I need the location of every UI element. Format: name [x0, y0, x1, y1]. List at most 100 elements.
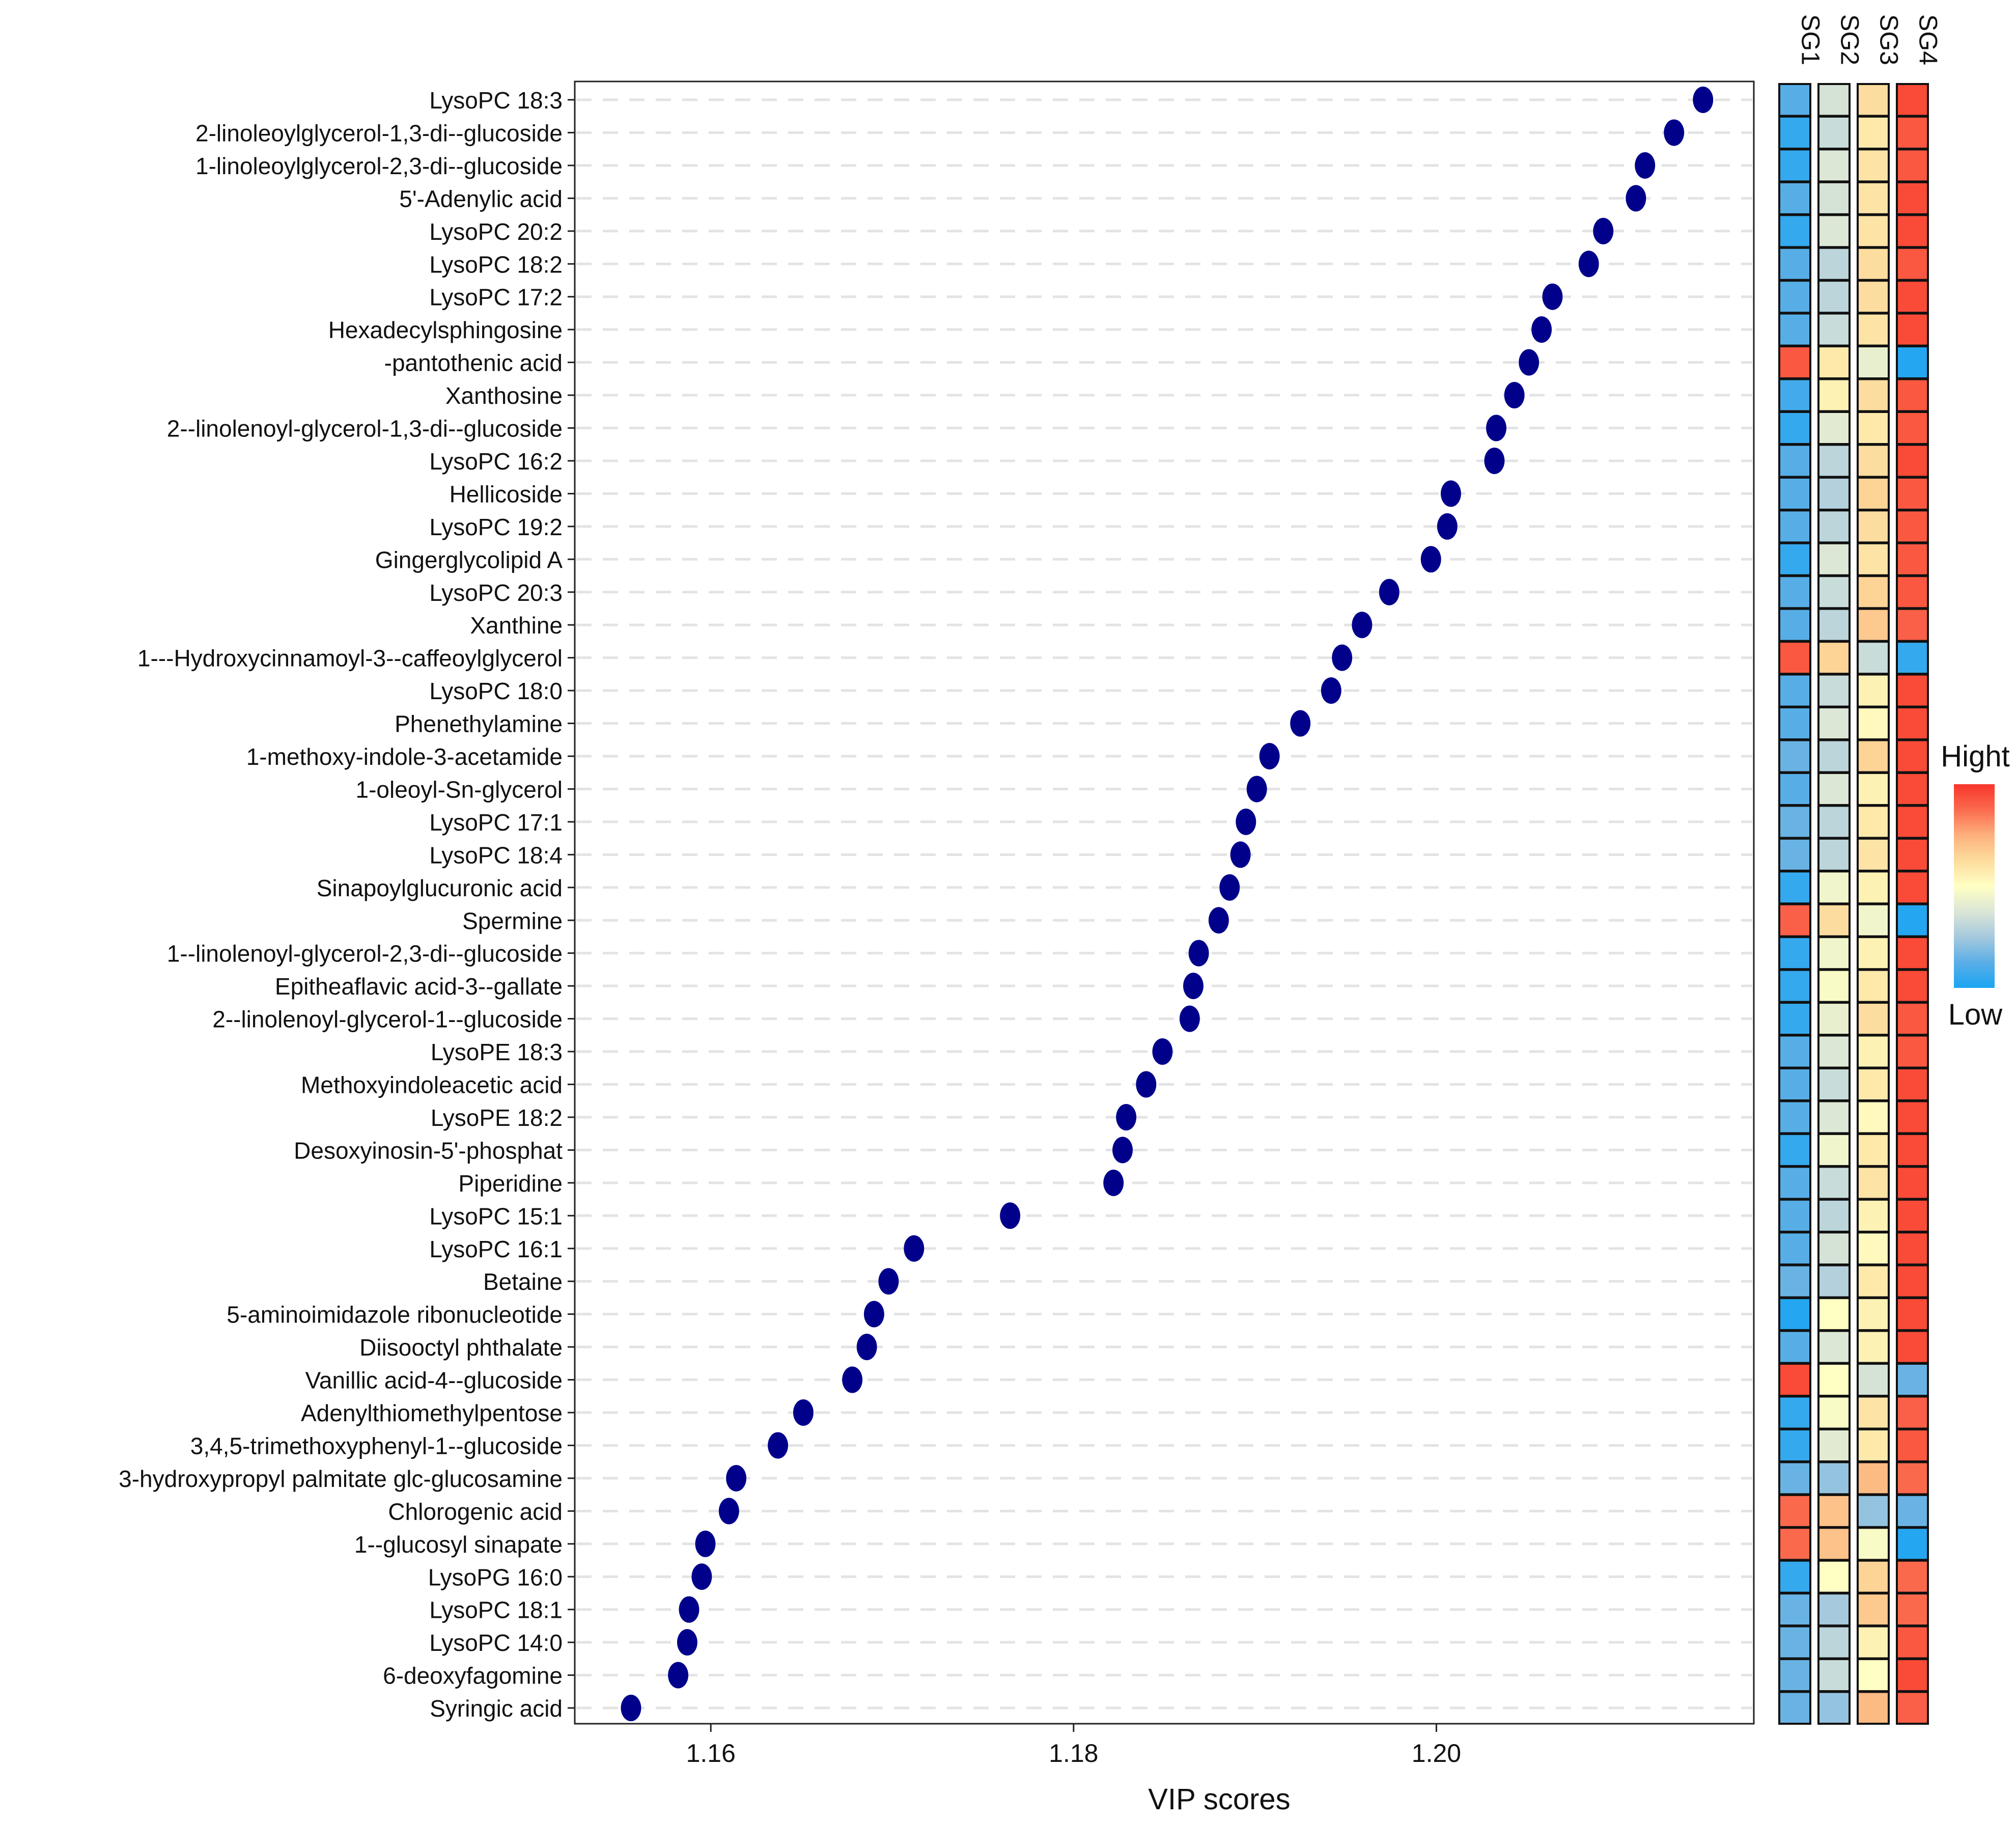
- metabolite-label: LysoPC 17:1: [429, 809, 563, 836]
- heatmap-cell: [1857, 247, 1890, 281]
- heatmap-cell: [1817, 608, 1851, 642]
- metabolite-label: LysoPC 18:2: [429, 251, 563, 278]
- vip-point: [1230, 841, 1251, 868]
- heatmap-cell: [1896, 1330, 1929, 1364]
- vip-point: [1437, 513, 1458, 540]
- metabolite-label: LysoPC 18:4: [429, 842, 563, 868]
- heatmap-cell: [1857, 510, 1890, 543]
- heatmap-cell: [1817, 313, 1851, 346]
- heatmap-cell: [1857, 542, 1890, 576]
- heatmap-cell: [1857, 313, 1890, 346]
- heatmap-cell: [1817, 149, 1851, 182]
- metabolite-labels: LysoPC 18:3 2-linoleoylglycerol-1,3-di-O-…: [119, 87, 575, 1722]
- vip-point: [691, 1563, 712, 1590]
- heatmap-cell: [1778, 411, 1811, 445]
- legend-low-label: Low: [1948, 998, 2003, 1031]
- heatmap-cell: [1817, 838, 1851, 871]
- metabolite-label: 5-aminoimidazole ribonucleotide: [227, 1302, 563, 1328]
- heatmap-cell: [1817, 1363, 1851, 1397]
- heatmap-cell: [1857, 1002, 1890, 1036]
- heatmap-cell: [1817, 542, 1851, 576]
- heatmap-cell: [1857, 903, 1890, 937]
- vip-point: [1504, 382, 1525, 409]
- vip-point: [863, 1301, 884, 1328]
- metabolite-label: Sinapoylglucuronic acid: [317, 875, 563, 901]
- x-axis: 1.16 1.18 1.20: [686, 1724, 1461, 1768]
- heatmap-cell: [1778, 83, 1811, 117]
- heatmap-cell: [1896, 1560, 1929, 1593]
- vip-point: [679, 1596, 699, 1623]
- heatmap-cell: [1817, 1461, 1851, 1495]
- heatmap-cell: [1778, 936, 1811, 970]
- heatmap-cell: [1778, 510, 1811, 543]
- heatmap-cell: [1857, 116, 1890, 149]
- heatmap-cell: [1857, 1593, 1890, 1626]
- heatmap-cell: [1857, 1330, 1890, 1364]
- heatmap-cell: [1857, 641, 1890, 675]
- heatmap-cell: [1817, 936, 1851, 970]
- heatmap-cell: [1857, 575, 1890, 609]
- heatmap-cell: [1857, 707, 1890, 740]
- heatmap-cell: [1817, 772, 1851, 806]
- heatmap-cell: [1817, 805, 1851, 839]
- vip-point: [1352, 612, 1373, 639]
- metabolite-label: 1-oleoyl-Sn-glycerol: [356, 776, 563, 803]
- heatmap-column-border: [1817, 83, 1851, 1725]
- heatmap-cell: [1778, 1232, 1811, 1265]
- metabolite-label: LysoPC 20:2: [429, 218, 563, 245]
- heatmap-cell: [1817, 444, 1851, 478]
- metabolite-label: d-pantothenic acid: [384, 350, 563, 376]
- heatmap-cell: [1778, 707, 1811, 740]
- vip-point: [878, 1268, 899, 1295]
- heatmap-cell: [1857, 1133, 1890, 1167]
- metabolite-label: Betaine: [483, 1268, 563, 1295]
- heatmap-cell: [1896, 1625, 1929, 1659]
- heatmap-cell: [1896, 1593, 1929, 1626]
- heatmap-column-border: [1896, 83, 1929, 1725]
- heatmap-cell: [1896, 510, 1929, 543]
- heatmap-cell: [1857, 1264, 1890, 1298]
- heatmap-cell: [1896, 411, 1929, 445]
- metabolite-label: LysoPE 18:2: [431, 1105, 563, 1131]
- heatmap-cell: [1896, 575, 1929, 609]
- metabolite-label: 2-α-linolenoyl-glycerol-1,3-di-O-glucosi…: [167, 416, 563, 442]
- heatmap-column-label: SG3: [1875, 14, 1903, 65]
- plot-panel-border: [574, 80, 1755, 1725]
- metabolite-label: Methoxyindoleacetic acid: [301, 1072, 563, 1098]
- heatmap-cell: [1857, 1068, 1890, 1101]
- heatmap-cell: [1857, 1298, 1890, 1331]
- heatmap-cell: [1817, 181, 1851, 215]
- metabolite-label: 5'-Adenylic acid: [399, 185, 563, 212]
- heatmap-cell: [1817, 1002, 1851, 1036]
- heatmap-cell: [1857, 1396, 1890, 1429]
- heatmap-cell: [1896, 1396, 1929, 1429]
- heatmap-cell: [1817, 1560, 1851, 1593]
- heatmap-cell: [1778, 1625, 1811, 1659]
- heatmap-cell: [1896, 608, 1929, 642]
- heatmap-cell: [1857, 1428, 1890, 1462]
- heatmap-cell: [1896, 903, 1929, 937]
- metabolite-label: Vanillic acid-4-O-glucoside: [305, 1367, 563, 1394]
- heatmap-cell: [1817, 1298, 1851, 1331]
- vip-point: [1103, 1169, 1124, 1196]
- vip-point: [1332, 644, 1353, 671]
- heatmap-cell: [1778, 838, 1811, 871]
- heatmap-cell: [1896, 674, 1929, 707]
- heatmap-cell: [1896, 1002, 1929, 1036]
- legend-colorbar: [1954, 784, 1995, 988]
- heatmap-cell: [1778, 1363, 1811, 1397]
- heatmap-cell: [1778, 313, 1811, 346]
- heatmap-cell: [1896, 280, 1929, 314]
- heatmap-cell: [1857, 739, 1890, 773]
- heatmap: [1778, 83, 1929, 1725]
- vip-point: [1420, 546, 1441, 573]
- heatmap-cell: [1857, 181, 1890, 215]
- heatmap-cell: [1896, 477, 1929, 510]
- metabolite-label: 3,4,5-trimethoxyphenyl-1-O-glucoside: [190, 1432, 563, 1459]
- heatmap-cell: [1896, 247, 1929, 281]
- vip-point: [1290, 710, 1311, 737]
- heatmap-cell: [1857, 674, 1890, 707]
- heatmap-cell: [1857, 1691, 1890, 1725]
- heatmap-cell: [1896, 707, 1929, 740]
